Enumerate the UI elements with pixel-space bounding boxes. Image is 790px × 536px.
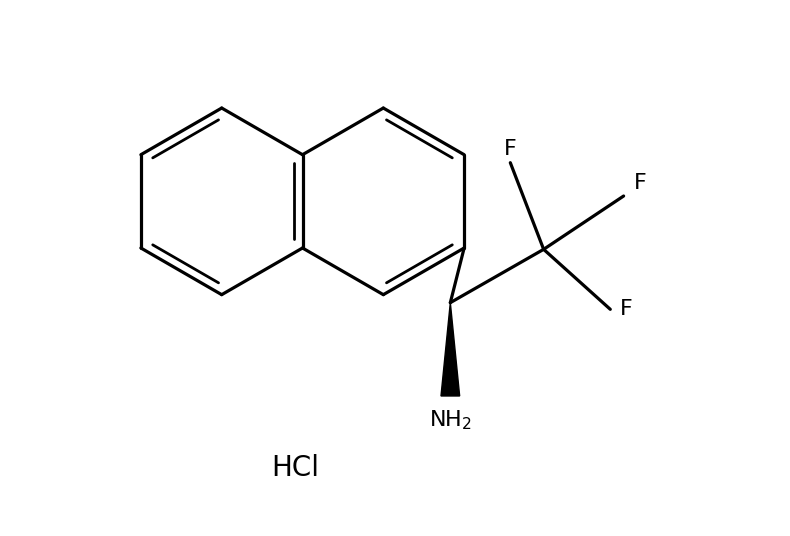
Text: F: F <box>634 173 646 192</box>
Text: F: F <box>504 139 517 159</box>
Text: NH$_2$: NH$_2$ <box>429 408 472 431</box>
Polygon shape <box>441 303 460 396</box>
Text: F: F <box>620 299 633 319</box>
Text: HCl: HCl <box>271 454 319 482</box>
